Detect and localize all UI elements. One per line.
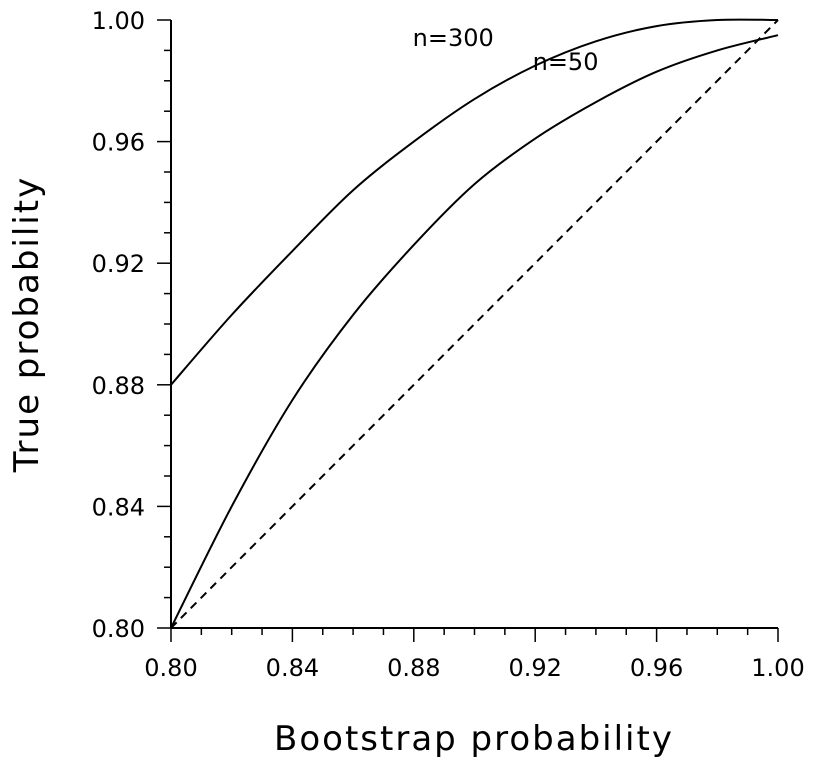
y-tick-label: 0.92 xyxy=(92,250,145,278)
y-tick-label: 0.88 xyxy=(92,372,145,400)
x-tick-label: 1.00 xyxy=(751,654,804,682)
x-tick-label: 0.80 xyxy=(144,654,197,682)
x-tick-label: 0.84 xyxy=(266,654,319,682)
y-tick-label: 0.96 xyxy=(92,129,145,157)
series-line-n-300 xyxy=(170,18,779,386)
tick-labels: 0.80 0.84 0.88 0.92 0.96 1.00 0.80 0.84 0.88 0.92… xyxy=(92,7,805,682)
series-line-n-50 xyxy=(170,34,779,629)
y-tick-label: 0.84 xyxy=(92,493,145,521)
x-tick-label: 0.96 xyxy=(630,654,683,682)
series-group xyxy=(170,18,779,629)
reference-line xyxy=(170,19,779,629)
x-axis-title: Bootstrap probability xyxy=(274,719,674,759)
x-tick-label: 0.92 xyxy=(508,654,561,682)
y-axis-title: True probability xyxy=(7,176,47,473)
y-tick-label: 1.00 xyxy=(92,7,145,35)
x-tick-label: 0.88 xyxy=(387,654,440,682)
series-annotation: n=300 xyxy=(413,24,494,52)
annotations: n=300 n=50 xyxy=(413,24,599,76)
y-tick-label: 0.80 xyxy=(92,615,145,643)
series-annotation: n=50 xyxy=(533,48,599,76)
ticks xyxy=(157,19,779,642)
